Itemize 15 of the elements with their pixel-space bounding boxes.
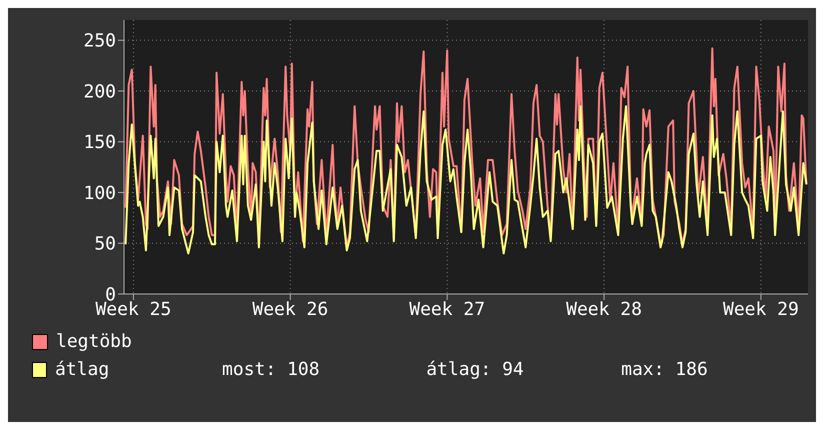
y-tick-label: 200 (83, 81, 116, 102)
x-tick-label: Week 26 (252, 298, 328, 320)
text: most: 108 (222, 358, 321, 382)
y-tick-label: 50 (94, 234, 116, 255)
text: max: 186 (621, 358, 709, 382)
x-tick-label: Week 29 (723, 298, 799, 320)
y-tick-label: 100 (83, 182, 116, 204)
y-tick-label: 150 (83, 132, 116, 154)
y-tick-label: 250 (83, 30, 116, 52)
legend-label: legtöbb (56, 330, 133, 354)
x-tick-label: Week 27 (409, 298, 486, 320)
x-tick-label: Week 28 (566, 298, 642, 320)
legend-label: átlag (55, 358, 110, 382)
text: átlag: 94 (426, 358, 525, 382)
line-series (124, 105, 808, 254)
